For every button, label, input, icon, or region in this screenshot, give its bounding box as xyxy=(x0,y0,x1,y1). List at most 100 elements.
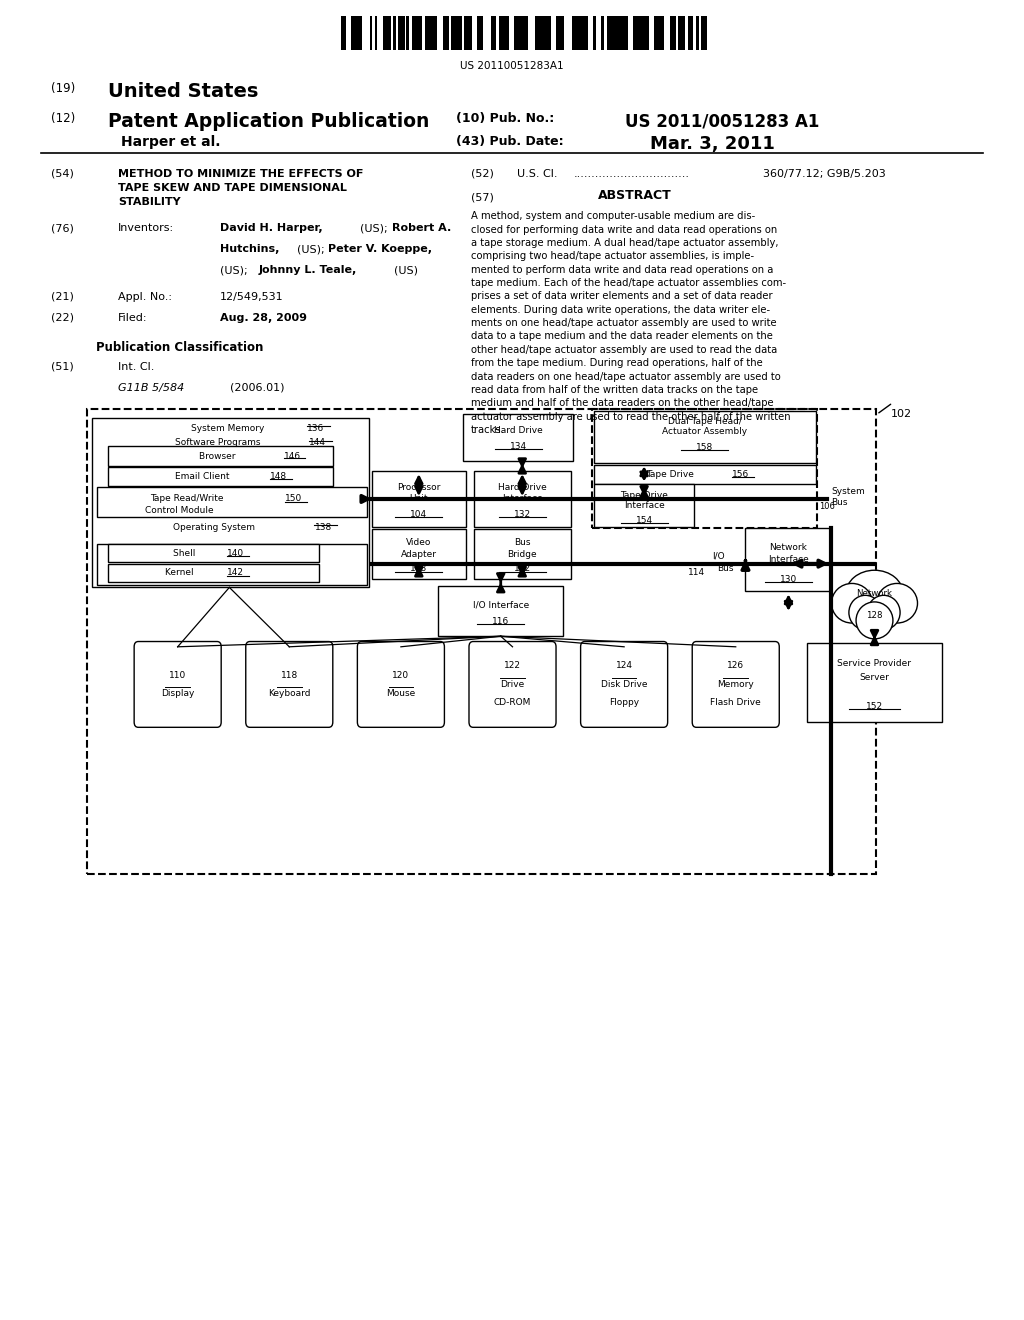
Text: Hutchins,: Hutchins, xyxy=(220,244,280,255)
Text: Network: Network xyxy=(770,544,807,552)
Text: (2006.01): (2006.01) xyxy=(230,383,285,393)
Text: 104: 104 xyxy=(411,511,427,519)
Bar xyxy=(514,16,517,50)
Bar xyxy=(683,16,685,50)
Bar xyxy=(594,465,816,484)
Bar xyxy=(678,16,683,50)
Bar xyxy=(97,487,367,517)
FancyBboxPatch shape xyxy=(692,642,779,727)
Text: Flash Drive: Flash Drive xyxy=(711,698,761,708)
Bar xyxy=(594,411,816,463)
Bar xyxy=(617,16,620,50)
Bar xyxy=(745,528,831,591)
Bar xyxy=(438,586,563,636)
Bar xyxy=(606,16,613,50)
Text: 130: 130 xyxy=(780,576,797,583)
Text: ................................: ................................ xyxy=(573,169,689,180)
Text: (12): (12) xyxy=(51,112,76,125)
Bar xyxy=(620,16,625,50)
Bar xyxy=(457,16,462,50)
Bar xyxy=(427,16,433,50)
Bar xyxy=(659,16,665,50)
Bar xyxy=(623,16,625,50)
Text: METHOD TO MINIMIZE THE EFFECTS OF
TAPE SKEW AND TAPE DIMENSIONAL
STABILITY: METHOD TO MINIMIZE THE EFFECTS OF TAPE S… xyxy=(118,169,364,207)
Text: Publication Classification: Publication Classification xyxy=(95,341,263,354)
Text: 132: 132 xyxy=(514,511,530,519)
Bar xyxy=(517,16,523,50)
Bar xyxy=(341,16,346,50)
Bar xyxy=(556,16,562,50)
Ellipse shape xyxy=(867,595,900,630)
Text: (57): (57) xyxy=(471,193,494,203)
Text: 158: 158 xyxy=(696,444,713,451)
Bar xyxy=(494,16,496,50)
Text: Robert A.: Robert A. xyxy=(392,223,452,234)
Bar xyxy=(507,16,509,50)
Text: Patent Application Publication: Patent Application Publication xyxy=(108,112,429,131)
Ellipse shape xyxy=(877,583,918,623)
Bar xyxy=(536,16,541,50)
Text: Software Programs: Software Programs xyxy=(174,438,266,447)
Text: Interface: Interface xyxy=(624,502,665,510)
Text: Inventors:: Inventors: xyxy=(118,223,174,234)
Text: Browser: Browser xyxy=(199,451,242,461)
Bar xyxy=(586,16,588,50)
Bar xyxy=(504,16,507,50)
Text: Drive: Drive xyxy=(501,680,524,689)
Text: Floppy: Floppy xyxy=(609,698,639,708)
Bar xyxy=(467,16,472,50)
Bar xyxy=(696,16,698,50)
Bar xyxy=(638,16,641,50)
Text: (US);: (US); xyxy=(360,223,388,234)
Text: 142: 142 xyxy=(227,569,245,577)
Text: A method, system and computer-usable medium are dis-
closed for performing data : A method, system and computer-usable med… xyxy=(471,211,791,436)
Bar xyxy=(633,16,638,50)
Ellipse shape xyxy=(856,602,893,639)
Text: Bus: Bus xyxy=(831,499,848,507)
Text: (22): (22) xyxy=(51,313,74,323)
Bar xyxy=(97,544,367,585)
Bar xyxy=(680,16,685,50)
Text: 124: 124 xyxy=(615,661,633,671)
Bar xyxy=(351,16,356,50)
Text: US 20110051283A1: US 20110051283A1 xyxy=(460,61,564,71)
Text: Server: Server xyxy=(859,673,890,681)
Text: 112: 112 xyxy=(514,565,530,573)
Bar xyxy=(353,16,356,50)
Bar xyxy=(108,446,333,466)
Text: (10) Pub. No.:: (10) Pub. No.: xyxy=(456,112,554,125)
Bar xyxy=(108,467,333,486)
Text: 102: 102 xyxy=(891,409,912,420)
Bar xyxy=(490,16,496,50)
Text: Control Module: Control Module xyxy=(144,507,214,515)
Text: Bus: Bus xyxy=(717,565,733,573)
Text: United States: United States xyxy=(108,82,258,100)
Text: Display: Display xyxy=(161,689,195,698)
Bar xyxy=(544,16,546,50)
Text: 134: 134 xyxy=(510,442,526,450)
Text: 12/549,531: 12/549,531 xyxy=(220,292,284,302)
Text: US 2011/0051283 A1: US 2011/0051283 A1 xyxy=(625,112,819,131)
Bar xyxy=(562,16,564,50)
Bar xyxy=(541,16,544,50)
Text: (43) Pub. Date:: (43) Pub. Date: xyxy=(456,135,563,148)
Text: Unit: Unit xyxy=(410,495,428,503)
Text: (US): (US) xyxy=(394,265,418,276)
Bar xyxy=(477,16,482,50)
Bar xyxy=(92,418,369,587)
Text: Processor: Processor xyxy=(397,483,440,491)
Bar xyxy=(108,544,319,562)
Bar xyxy=(343,16,346,50)
Bar xyxy=(388,16,390,50)
Text: 136: 136 xyxy=(307,424,325,433)
Text: Interface: Interface xyxy=(768,556,809,564)
Text: 116: 116 xyxy=(493,618,509,626)
Text: Johnny L. Teale,: Johnny L. Teale, xyxy=(259,265,357,276)
Bar xyxy=(601,16,604,50)
Text: Keyboard: Keyboard xyxy=(268,689,310,698)
Text: (21): (21) xyxy=(51,292,74,302)
Bar xyxy=(593,16,596,50)
Text: Kernel: Kernel xyxy=(165,569,200,577)
Text: 360/77.12; G9B/5.203: 360/77.12; G9B/5.203 xyxy=(763,169,886,180)
Text: 152: 152 xyxy=(866,702,883,710)
